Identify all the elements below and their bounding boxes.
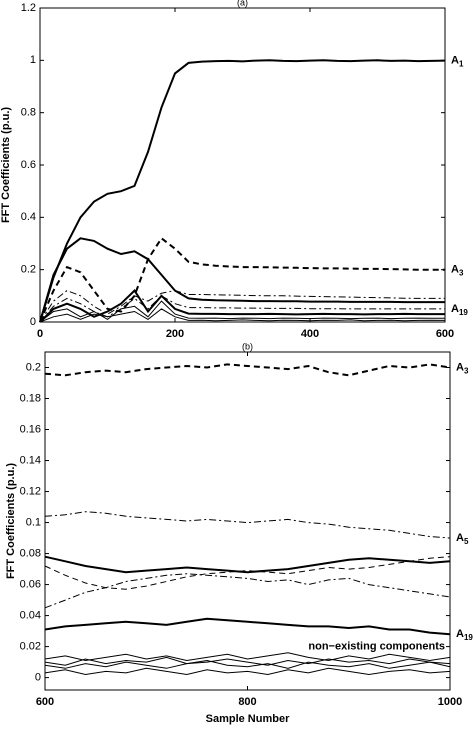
series-label: A19	[451, 303, 468, 317]
chart-title: (a)	[237, 0, 248, 7]
series-label-text: A	[451, 303, 459, 315]
y-tick-label: 0	[30, 316, 36, 328]
x-tick-label: 800	[238, 696, 256, 708]
series-line	[39, 59, 446, 323]
y-tick-label: 0.4	[21, 211, 36, 223]
series-label: A5	[456, 532, 469, 546]
series-label-text: A	[456, 532, 464, 544]
series-line	[39, 308, 446, 323]
series-label-subscript: 1	[459, 60, 464, 69]
series-label-text: A	[456, 361, 464, 373]
plot-area	[39, 7, 446, 323]
series-line	[44, 617, 451, 636]
y-tick-label: 0.04	[20, 609, 41, 621]
series-line	[39, 237, 445, 323]
y-tick-label: 1.2	[21, 2, 36, 14]
x-tick-label: 0	[37, 328, 43, 340]
series-line	[44, 652, 451, 662]
series-line	[44, 555, 451, 574]
series-label-subscript: 19	[459, 308, 468, 317]
y-tick-label: 0.06	[20, 578, 41, 590]
series-line	[44, 573, 451, 609]
x-tick-label: 400	[301, 328, 319, 340]
series-line	[39, 236, 445, 323]
y-tick-label: 0	[35, 672, 41, 684]
x-tick-label: 1000	[438, 696, 462, 708]
series-line	[44, 556, 451, 590]
y-tick-label: 0.02	[20, 640, 41, 652]
y-tick-label: 0.12	[20, 485, 41, 497]
y-axis-label: FFT Coefficients (p.u.)	[5, 463, 17, 579]
series-label-subscript: 3	[459, 269, 464, 278]
series-label: A19	[456, 628, 473, 642]
y-tick-label: 0.6	[21, 159, 36, 171]
series-label-subscript: 19	[464, 633, 473, 642]
series-label-subscript: 5	[464, 537, 469, 546]
series-label: A3	[456, 361, 469, 375]
chart-title: (b)	[242, 341, 253, 351]
series-label-subscript: 3	[464, 367, 469, 376]
x-tick-label: 600	[36, 696, 54, 708]
x-tick-label: 600	[436, 328, 454, 340]
plot-area	[44, 351, 451, 691]
series-line	[44, 659, 451, 669]
series-line	[44, 363, 451, 377]
x-tick-label: 200	[166, 328, 184, 340]
y-tick-label: 0.8	[21, 107, 36, 119]
series-label: A1	[451, 55, 464, 69]
series-label-text: A	[451, 55, 459, 67]
y-axis-label: FFT Coefficients (p.u.)	[0, 107, 12, 223]
series-label-text: A	[456, 628, 464, 640]
x-axis-label: Sample Number	[206, 713, 290, 725]
y-tick-label: 0.2	[21, 264, 36, 276]
series-line	[44, 667, 451, 676]
series-line	[39, 289, 445, 323]
annotation: non−existing components	[308, 640, 445, 652]
series-label: A3	[451, 264, 464, 278]
y-tick-label: 0.08	[20, 547, 41, 559]
series-line	[44, 656, 451, 666]
y-tick-label: 0.16	[20, 423, 41, 435]
series-label-text: A	[451, 264, 459, 276]
y-tick-label: 1	[30, 54, 36, 66]
y-tick-label: 0.14	[20, 454, 41, 466]
y-tick-label: 0.2	[26, 361, 41, 373]
y-tick-label: 0.1	[26, 516, 41, 528]
series-line	[39, 300, 445, 323]
y-tick-label: 0.18	[20, 392, 41, 404]
